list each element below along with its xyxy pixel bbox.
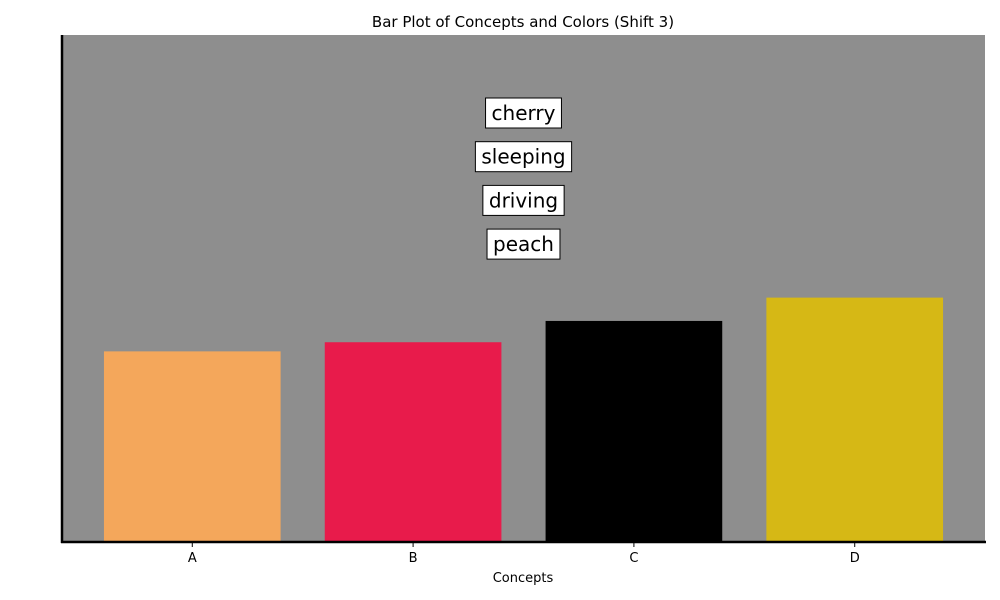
bar-a: [103, 351, 281, 542]
bar-d: [766, 297, 944, 542]
x-tick-label: B: [409, 551, 418, 566]
annotation-label: sleeping: [481, 145, 565, 169]
x-tick-label: A: [188, 551, 197, 566]
x-axis-label: Concepts: [493, 571, 554, 586]
annotation-box-bg: [486, 228, 561, 260]
annotation-box: sleeping: [474, 141, 573, 173]
annotations: cherry sleeping driving peach: [474, 97, 573, 260]
bar-b: [324, 342, 502, 542]
annotation-box: driving: [482, 184, 565, 216]
x-tick-label: C: [629, 551, 638, 566]
bars: [103, 297, 944, 542]
x-ticks: A B C D: [188, 542, 860, 566]
x-tick-label: D: [850, 551, 860, 566]
annotation-box: cherry: [485, 97, 562, 129]
chart-title: Bar Plot of Concepts and Colors (Shift 3…: [372, 13, 674, 31]
bar-c: [545, 320, 723, 542]
annotation-box-bg: [485, 97, 562, 129]
annotation-box-bg: [482, 184, 565, 216]
annotation-label: cherry: [492, 101, 556, 125]
annotation-label: peach: [493, 232, 554, 256]
annotation-box-bg: [474, 141, 573, 173]
annotation-label: driving: [489, 188, 558, 212]
annotation-box: peach: [486, 228, 561, 260]
